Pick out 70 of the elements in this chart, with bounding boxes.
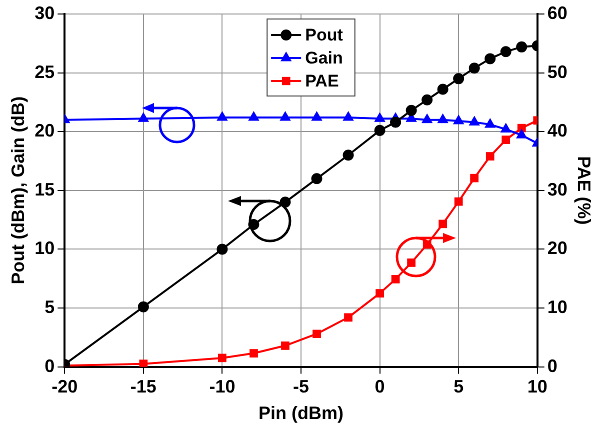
point: [502, 136, 510, 144]
point: [469, 116, 480, 126]
point: [390, 116, 402, 128]
y2-axis-title: PAE (%): [574, 156, 594, 225]
y2-tick-label: 20: [547, 238, 568, 258]
point: [216, 244, 228, 255]
point: [454, 197, 463, 206]
point: [516, 130, 527, 138]
x-tick-label: 0: [374, 376, 385, 397]
y2-tick-label: 10: [547, 296, 568, 317]
legend-label: Gain: [305, 48, 343, 68]
y-tick-label: 15: [34, 179, 55, 200]
point: [248, 112, 259, 121]
y2-tick-label: 30: [547, 179, 568, 200]
point: [406, 104, 417, 116]
y-tick-label: 20: [34, 120, 55, 141]
point: [374, 124, 386, 136]
x-tick-label: 5: [454, 376, 464, 397]
y-axis-title: Pout (dBm), Gain (dB): [8, 96, 28, 284]
point: [311, 173, 322, 184]
point: [485, 119, 495, 128]
point: [139, 360, 148, 367]
point: [486, 152, 494, 160]
x-tick-label: 10: [527, 376, 548, 397]
point: [138, 113, 148, 122]
point: [138, 301, 149, 312]
point: [344, 313, 352, 322]
x-tick-label: -15: [130, 376, 156, 397]
point: [422, 114, 432, 124]
y2-tick-label: 60: [547, 2, 568, 23]
point: [281, 341, 290, 350]
x-tick-label: -10: [209, 376, 236, 397]
point: [218, 354, 226, 362]
point: [516, 41, 528, 52]
point: [250, 349, 258, 358]
point: [468, 62, 480, 74]
y-tick-label: 0: [44, 356, 55, 376]
point: [437, 84, 448, 95]
y-tick-label: 10: [34, 238, 55, 258]
x-tick-label: -5: [292, 376, 310, 397]
point: [517, 124, 526, 132]
point: [312, 112, 322, 121]
point: [407, 258, 416, 267]
point: [484, 53, 496, 64]
point: [453, 73, 464, 84]
y-tick-label: 30: [34, 2, 55, 23]
point: [470, 174, 479, 182]
y2-tick-label: 40: [547, 120, 568, 141]
point: [500, 124, 511, 132]
y2-tick-label: 0: [547, 356, 558, 376]
point: [342, 150, 354, 161]
y-tick-label: 5: [44, 296, 55, 317]
x-axis-title: Pin (dBm): [258, 403, 344, 424]
legend-label: Pout: [305, 26, 344, 45]
point: [391, 275, 400, 284]
point: [312, 330, 321, 338]
x-tick-label: -20: [52, 376, 78, 397]
y-tick-label: 25: [34, 62, 55, 82]
point: [280, 112, 290, 121]
y2-tick-label: 50: [547, 62, 568, 82]
point: [500, 46, 512, 58]
point: [376, 289, 384, 298]
point: [343, 112, 354, 121]
point: [454, 116, 464, 124]
point: [438, 220, 448, 228]
point: [422, 94, 433, 106]
legend-label: PAE: [305, 72, 339, 91]
point: [374, 113, 385, 122]
point: [217, 112, 228, 121]
point: [438, 114, 448, 124]
